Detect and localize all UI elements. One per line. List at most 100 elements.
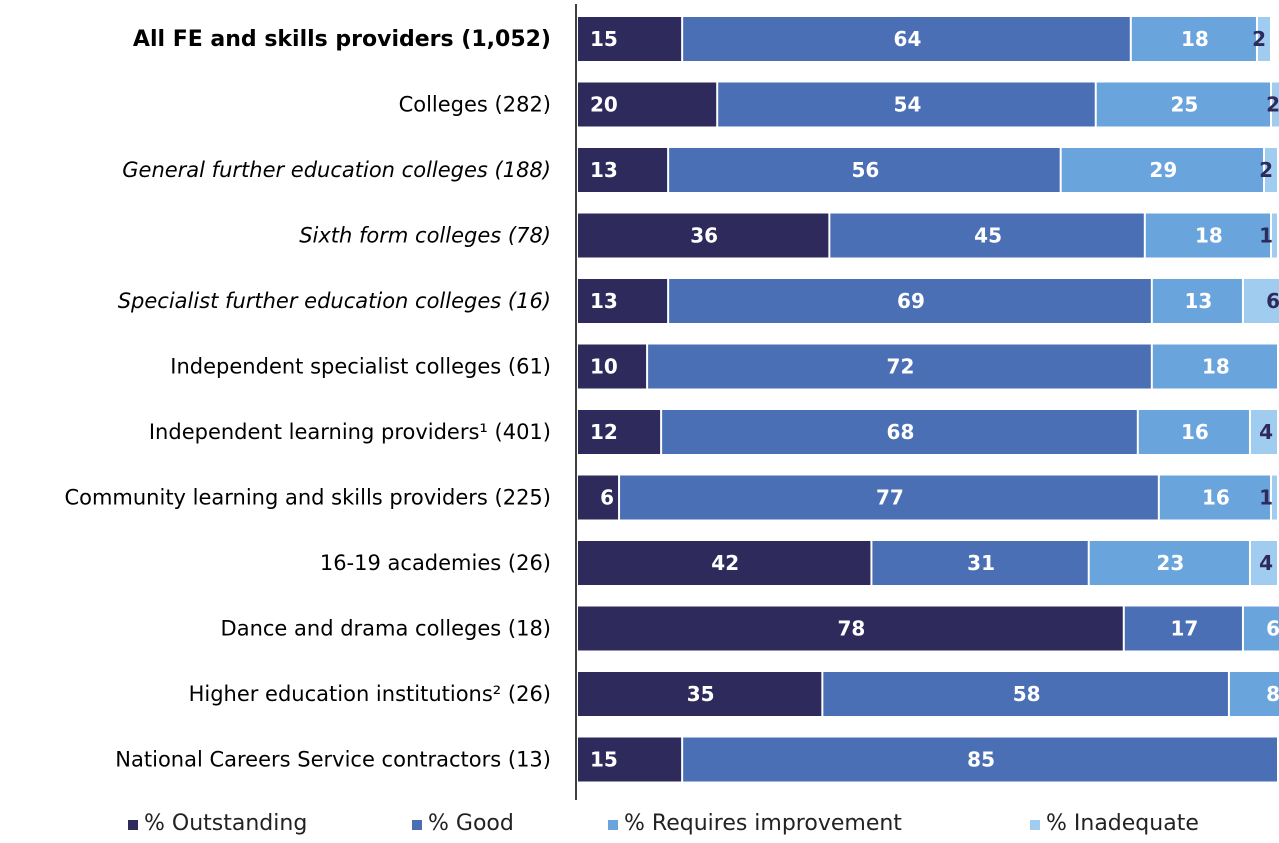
legend-label: % Outstanding [144, 811, 307, 836]
category-label: General further education colleges (188) [122, 158, 551, 182]
data-label: 2 [1266, 93, 1279, 117]
legend-swatch [412, 820, 422, 830]
legend: % Outstanding % Good % Requires improvemen… [128, 811, 1199, 836]
category-label: National Careers Service contractors (13… [115, 748, 551, 772]
bar-segment [683, 17, 1130, 61]
bar-segment [578, 279, 668, 323]
bar-segment [1145, 213, 1270, 258]
data-label: 6 [1266, 289, 1279, 313]
legend-label: % Requires improvement [624, 811, 902, 836]
bar-segment [1243, 606, 1279, 651]
data-label: 13 [1184, 289, 1212, 313]
bar-segment [830, 213, 1144, 258]
data-label: 64 [894, 27, 922, 51]
data-label: 10 [590, 355, 618, 379]
data-label: 8 [1266, 682, 1279, 706]
bar-segment [578, 344, 647, 389]
data-label: 78 [837, 617, 865, 641]
bar-segment [1061, 148, 1263, 192]
data-label: 4 [1259, 420, 1273, 444]
data-label: 18 [1195, 224, 1223, 248]
data-label: 35 [687, 682, 715, 706]
data-label: 1 [1259, 486, 1273, 510]
data-label: 77 [876, 486, 904, 510]
bar-segment [1257, 17, 1270, 61]
bar-segment [1271, 213, 1277, 258]
legend-label: % Good [428, 811, 514, 836]
data-label: 42 [711, 551, 739, 575]
data-label: 85 [967, 748, 995, 772]
bar-segment [620, 475, 1158, 520]
category-label: Independent learning providers¹ (401) [149, 420, 551, 444]
data-label: 29 [1149, 158, 1177, 182]
bar-segment [578, 475, 619, 520]
data-label: 2 [1252, 27, 1266, 51]
bar-segment [1096, 82, 1270, 127]
bar-segment [1264, 148, 1277, 192]
data-label: 25 [1170, 93, 1198, 117]
data-label: 6 [1266, 617, 1279, 641]
bar-segment [1229, 672, 1279, 716]
bar-segment [823, 672, 1228, 716]
bar-segment [578, 410, 661, 454]
data-label: 45 [974, 224, 1002, 248]
legend-swatch [1030, 820, 1040, 830]
data-label: 56 [851, 158, 879, 182]
bar-segment [669, 148, 1060, 192]
category-label: Specialist further education colleges (1… [118, 289, 551, 313]
bar-segment [1138, 410, 1249, 454]
data-label: 54 [894, 93, 922, 117]
data-label: 36 [690, 224, 718, 248]
bar-segment [1152, 344, 1277, 389]
bar-segment [1271, 475, 1277, 520]
data-label: 2 [1259, 158, 1273, 182]
bar-segment [1243, 279, 1279, 323]
bar-segment [1250, 541, 1277, 585]
bar-segment [1089, 541, 1249, 585]
bar-segment [669, 279, 1151, 323]
data-label: 13 [590, 158, 618, 182]
category-label: Dance and drama colleges (18) [221, 617, 551, 641]
bar-segment [1271, 82, 1279, 127]
bar-segment [578, 82, 717, 127]
legend-label: % Inadequate [1046, 811, 1199, 836]
data-label: 58 [1013, 682, 1041, 706]
bar-segment [578, 606, 1123, 651]
data-label: 31 [967, 551, 995, 575]
category-label: 16-19 academies (26) [320, 551, 551, 575]
bar-segment [1124, 606, 1242, 651]
bar-segment [683, 737, 1277, 782]
data-label: 13 [590, 289, 618, 313]
category-label: Higher education institutions² (26) [189, 682, 551, 706]
legend-swatch [608, 820, 618, 830]
bar-segment [578, 17, 682, 61]
category-label: Colleges (282) [399, 93, 551, 117]
data-label: 1 [1259, 224, 1273, 248]
bars: 15 64 18 220 54 25 213 56 29 236 45 18 113 69 13 610 72 1… [578, 17, 1279, 782]
category-labels: All FE and skills providers (1,052) Colle… [64, 27, 551, 772]
category-label: Community learning and skills providers … [64, 486, 551, 510]
bar-segment [1152, 279, 1242, 323]
data-label: 4 [1259, 551, 1273, 575]
bar-segment [578, 737, 682, 782]
data-label: 16 [1181, 420, 1209, 444]
data-label: 6 [600, 486, 614, 510]
bar-segment [662, 410, 1137, 454]
data-label: 12 [590, 420, 618, 444]
bar-segment [1159, 475, 1270, 520]
category-label: Sixth form colleges (78) [299, 224, 551, 248]
bar-segment [718, 82, 1095, 127]
bar-segment [648, 344, 1151, 389]
legend-swatch [128, 820, 138, 830]
data-label: 16 [1202, 486, 1230, 510]
data-label: 72 [887, 355, 915, 379]
data-label: 20 [590, 93, 618, 117]
bar-segment [578, 672, 822, 716]
data-label: 17 [1170, 617, 1198, 641]
bar-segment [1250, 410, 1277, 454]
bar-segment [578, 148, 668, 192]
bar-segment [578, 541, 871, 585]
data-label: 15 [590, 748, 618, 772]
data-label: 68 [887, 420, 915, 444]
